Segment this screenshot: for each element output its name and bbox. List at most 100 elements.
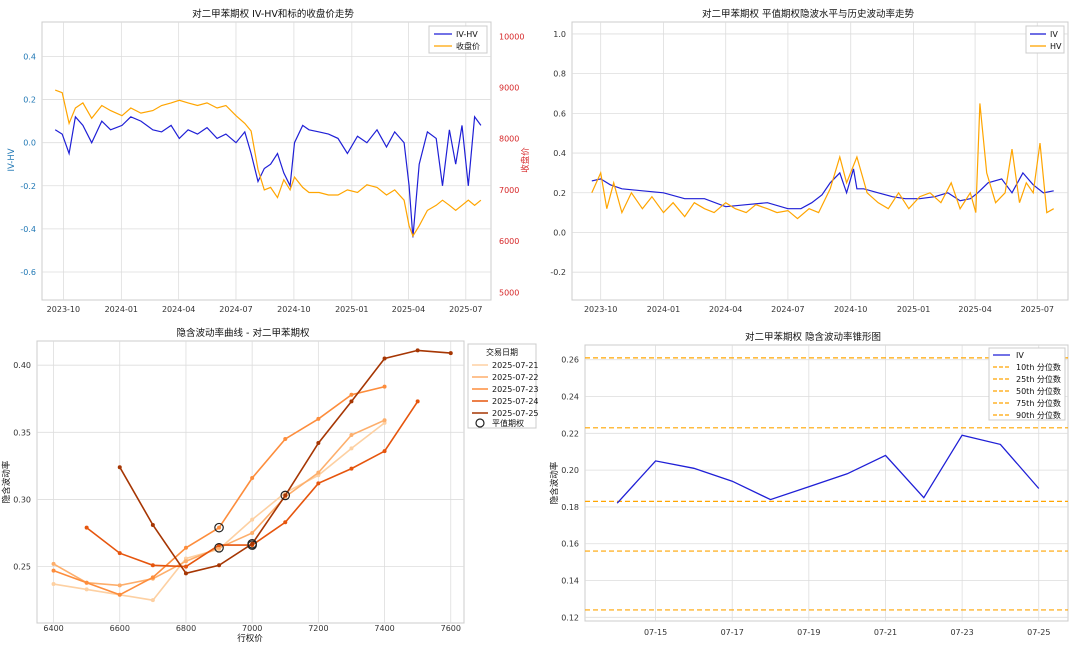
chart2-title: 对二甲苯期权 平值期权隐波水平与历史波动率走势 (702, 8, 915, 20)
chart2-x-tick: 2024-04 (709, 305, 742, 314)
chart2-x-tick: 2025-07 (1021, 305, 1054, 314)
chart1-legend: IV-HV 收盘价 (428, 25, 488, 54)
chart3-point (183, 545, 188, 550)
chart3-x-tick: 6800 (176, 624, 196, 633)
chart4-legend-q75: 75th 分位数 (1016, 398, 1061, 408)
chart2-y-ticks: 1.0 0.8 0.6 0.4 0.2 0.0 -0.2 (550, 30, 566, 277)
chart4-y-tick: 0.24 (561, 393, 579, 402)
chart3-legend-atm: 平值期权 (492, 418, 524, 428)
chart3-point (250, 475, 255, 480)
chart4-y-label: 隐含波动率 (549, 461, 560, 504)
chart3-x-tick: 7600 (441, 624, 461, 633)
chart1-x-tick: 2025-01 (335, 305, 368, 314)
chart1-y2-tick: 5000 (499, 288, 519, 297)
chart2-x-tick: 2025-01 (897, 305, 930, 314)
chart3-legend-0724: 2025-07-24 (492, 397, 539, 406)
chart4-x-tick: 07-15 (644, 628, 667, 637)
chart3-point (84, 525, 89, 530)
chart3-legend-box (467, 343, 537, 429)
chart3-point (349, 433, 354, 437)
chart1-y2-label: 收盘价 (520, 147, 531, 173)
chart3-y-label: 隐含波动率 (1, 460, 12, 503)
chart4-x-tick: 07-19 (797, 628, 820, 637)
chart4-legend-iv: IV (1016, 351, 1024, 360)
chart3-grid (37, 341, 464, 623)
chart1-x-tick: 2024-01 (105, 305, 138, 314)
chart4-y-tick: 0.14 (561, 577, 579, 586)
chart2-y-tick: 0.2 (553, 189, 566, 198)
chart3-line-2025-07-21 (53, 422, 386, 602)
chart4-y-tick: 0.16 (561, 540, 579, 549)
chart4-x-tick: 07-17 (721, 628, 744, 637)
chart3-point (283, 493, 288, 498)
chart-iv-smile: 隐含波动率曲线 - 对二甲苯期权 0.40 0.35 0.30 0.25 640… (1, 327, 539, 644)
chart2-series (591, 103, 1054, 220)
chart3-point (183, 559, 188, 564)
chart4-y-ticks: 0.26 0.24 0.22 0.20 0.18 0.16 0.14 0.12 (561, 356, 579, 623)
chart3-legend-atm-marker (475, 418, 485, 428)
chart3-point (349, 392, 354, 397)
chart3-line-2025-07-25 (119, 349, 451, 575)
chart4-title: 对二甲苯期权 隐含波动率锥形图 (745, 331, 881, 343)
chart3-x-tick: 6400 (43, 624, 63, 633)
chart3-point (150, 563, 155, 568)
chart-iv-cone: 对二甲苯期权 隐含波动率锥形图 0.26 0.24 0.22 0.20 0.18… (549, 331, 1069, 637)
chart3-y-tick: 0.25 (13, 563, 31, 572)
chart3-y-tick: 0.35 (13, 428, 31, 437)
chart1-frame (41, 21, 492, 301)
chart3-y-tick: 0.30 (13, 496, 31, 505)
chart2-y-tick: 0.8 (553, 70, 566, 79)
chart3-point (349, 399, 354, 404)
chart1-legend-ivhv: IV-HV (456, 30, 478, 39)
chart1-y-tick: -0.4 (20, 225, 36, 234)
chart1-y-tick: 0.4 (23, 53, 36, 62)
chart3-atm-marker (214, 522, 224, 533)
chart4-legend-q50: 50th 分位数 (1016, 386, 1061, 396)
chart4-x-ticks: 07-15 07-17 07-19 07-21 07-23 07-25 (644, 628, 1050, 637)
chart4-legend-box (988, 347, 1066, 421)
chart2-line-hv (591, 103, 1054, 220)
chart3-point (349, 466, 354, 471)
chart2-x-tick: 2023-10 (584, 305, 617, 314)
chart3-point (316, 441, 321, 446)
chart3-point (84, 587, 89, 592)
chart4-legend-q10: 10th 分位数 (1016, 362, 1061, 372)
chart4-legend: IV 10th 分位数 25th 分位数 50th 分位数 75th 分位数 9… (988, 347, 1066, 421)
chart3-point (150, 575, 155, 580)
chart3-point (316, 481, 321, 486)
chart3-title: 隐含波动率曲线 - 对二甲苯期权 (177, 327, 310, 339)
chart3-point (316, 470, 321, 475)
chart3-point (349, 446, 354, 451)
chart3-series (51, 348, 453, 603)
chart4-y-tick: 0.18 (561, 503, 579, 512)
chart3-point (382, 384, 387, 389)
chart3-point (183, 571, 188, 576)
chart1-grid (42, 22, 491, 300)
chart3-point (51, 582, 56, 587)
chart3-x-label: 行权价 (237, 633, 263, 644)
chart4-legend-q25: 25th 分位数 (1016, 374, 1061, 384)
chart2-legend-box (1025, 25, 1065, 54)
chart1-x-tick: 2024-04 (162, 305, 195, 314)
chart4-y-tick: 0.20 (561, 466, 579, 475)
chart4-frame (584, 344, 1069, 622)
chart3-point (117, 592, 122, 597)
chart3-point (382, 418, 387, 423)
chart1-line-ivhv (54, 115, 482, 238)
chart3-point (250, 541, 255, 546)
chart3-x-tick: 7000 (242, 624, 262, 633)
chart1-y2-tick: 9000 (499, 84, 519, 93)
chart4-grid (585, 345, 1068, 621)
chart1-y2-tick: 10000 (499, 32, 524, 41)
chart2-legend: IV HV (1025, 25, 1065, 54)
chart4-legend-q90: 90th 分位数 (1016, 410, 1061, 420)
chart2-frame (571, 21, 1069, 301)
chart3-point (250, 517, 255, 522)
chart3-legend-title: 交易日期 (486, 347, 518, 357)
chart4-x-tick: 07-23 (950, 628, 973, 637)
chart3-point (150, 522, 155, 527)
chart4-line-iv (616, 434, 1040, 504)
chart3-point (448, 351, 453, 356)
chart1-y-tick: 0.2 (23, 96, 36, 105)
